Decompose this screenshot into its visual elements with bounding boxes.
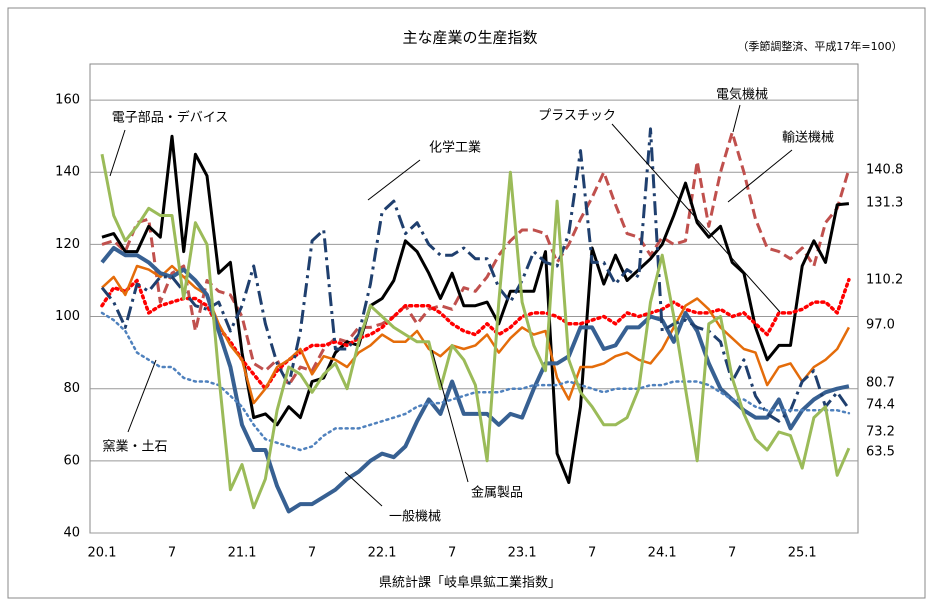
leader-line: [109, 129, 126, 177]
end-value-label: 74.4: [866, 398, 895, 413]
chart-subtitle: （季節調整済、平成17年=100）: [737, 39, 902, 53]
end-value-label: 63.5: [866, 445, 895, 460]
x-axis-label: 県統計課「岐阜県鉱工業指数」: [379, 575, 561, 591]
leader-line: [431, 349, 469, 483]
series-line: [100, 246, 850, 514]
x-tick-label: 7: [448, 546, 456, 561]
y-tick-label: 160: [55, 93, 80, 108]
series-line: [100, 153, 851, 510]
end-value-label: 110.2: [866, 273, 903, 288]
y-tick-label: 140: [55, 165, 80, 180]
y-tick-label: 60: [63, 453, 80, 468]
x-tick-label: 20.1: [88, 546, 117, 561]
x-tick-label: 7: [168, 546, 176, 561]
leader-line: [611, 123, 781, 313]
series-label: 化学工業: [429, 140, 481, 156]
y-tick-label: 80: [63, 381, 80, 396]
chart-title: 主な産業の生産指数: [402, 29, 537, 47]
series-line: [100, 127, 851, 423]
end-value-label: 131.3: [866, 196, 903, 211]
x-tick-label: 25.1: [788, 546, 817, 561]
series-line: [100, 311, 851, 452]
series-label: 一般機械: [389, 509, 441, 525]
x-tick-label: 23.1: [508, 546, 537, 561]
series-label: 窯業・土石: [102, 439, 167, 455]
x-tick-label: 24.1: [648, 546, 677, 561]
leader-line: [367, 159, 421, 201]
series-label: 輸送機械: [782, 131, 834, 146]
y-tick-label: 40: [63, 526, 80, 541]
leader-line: [344, 471, 383, 507]
leader-line: [127, 359, 157, 433]
end-value-label: 140.8: [866, 163, 903, 178]
y-tick-label: 120: [55, 237, 80, 252]
end-value-label: 97.0: [866, 318, 895, 333]
end-value-label: 73.2: [866, 425, 895, 440]
leader-line: [732, 104, 741, 133]
series-line: [101, 134, 850, 484]
y-tick-label: 100: [55, 309, 80, 324]
leader-line: [727, 149, 793, 203]
end-value-label: 80.7: [866, 376, 895, 391]
series-label: 電子部品・デバイス: [112, 110, 229, 126]
series-label: 金属製品: [471, 485, 523, 501]
x-tick-label: 22.1: [368, 546, 397, 561]
x-tick-label: 7: [728, 546, 736, 561]
x-tick-label: 21.1: [228, 546, 257, 561]
x-tick-label: 7: [308, 546, 316, 561]
series-line: [101, 131, 851, 387]
series-label: プラスチック: [538, 109, 616, 124]
x-tick-label: 7: [588, 546, 596, 561]
series-label: 電気機械: [716, 87, 768, 103]
